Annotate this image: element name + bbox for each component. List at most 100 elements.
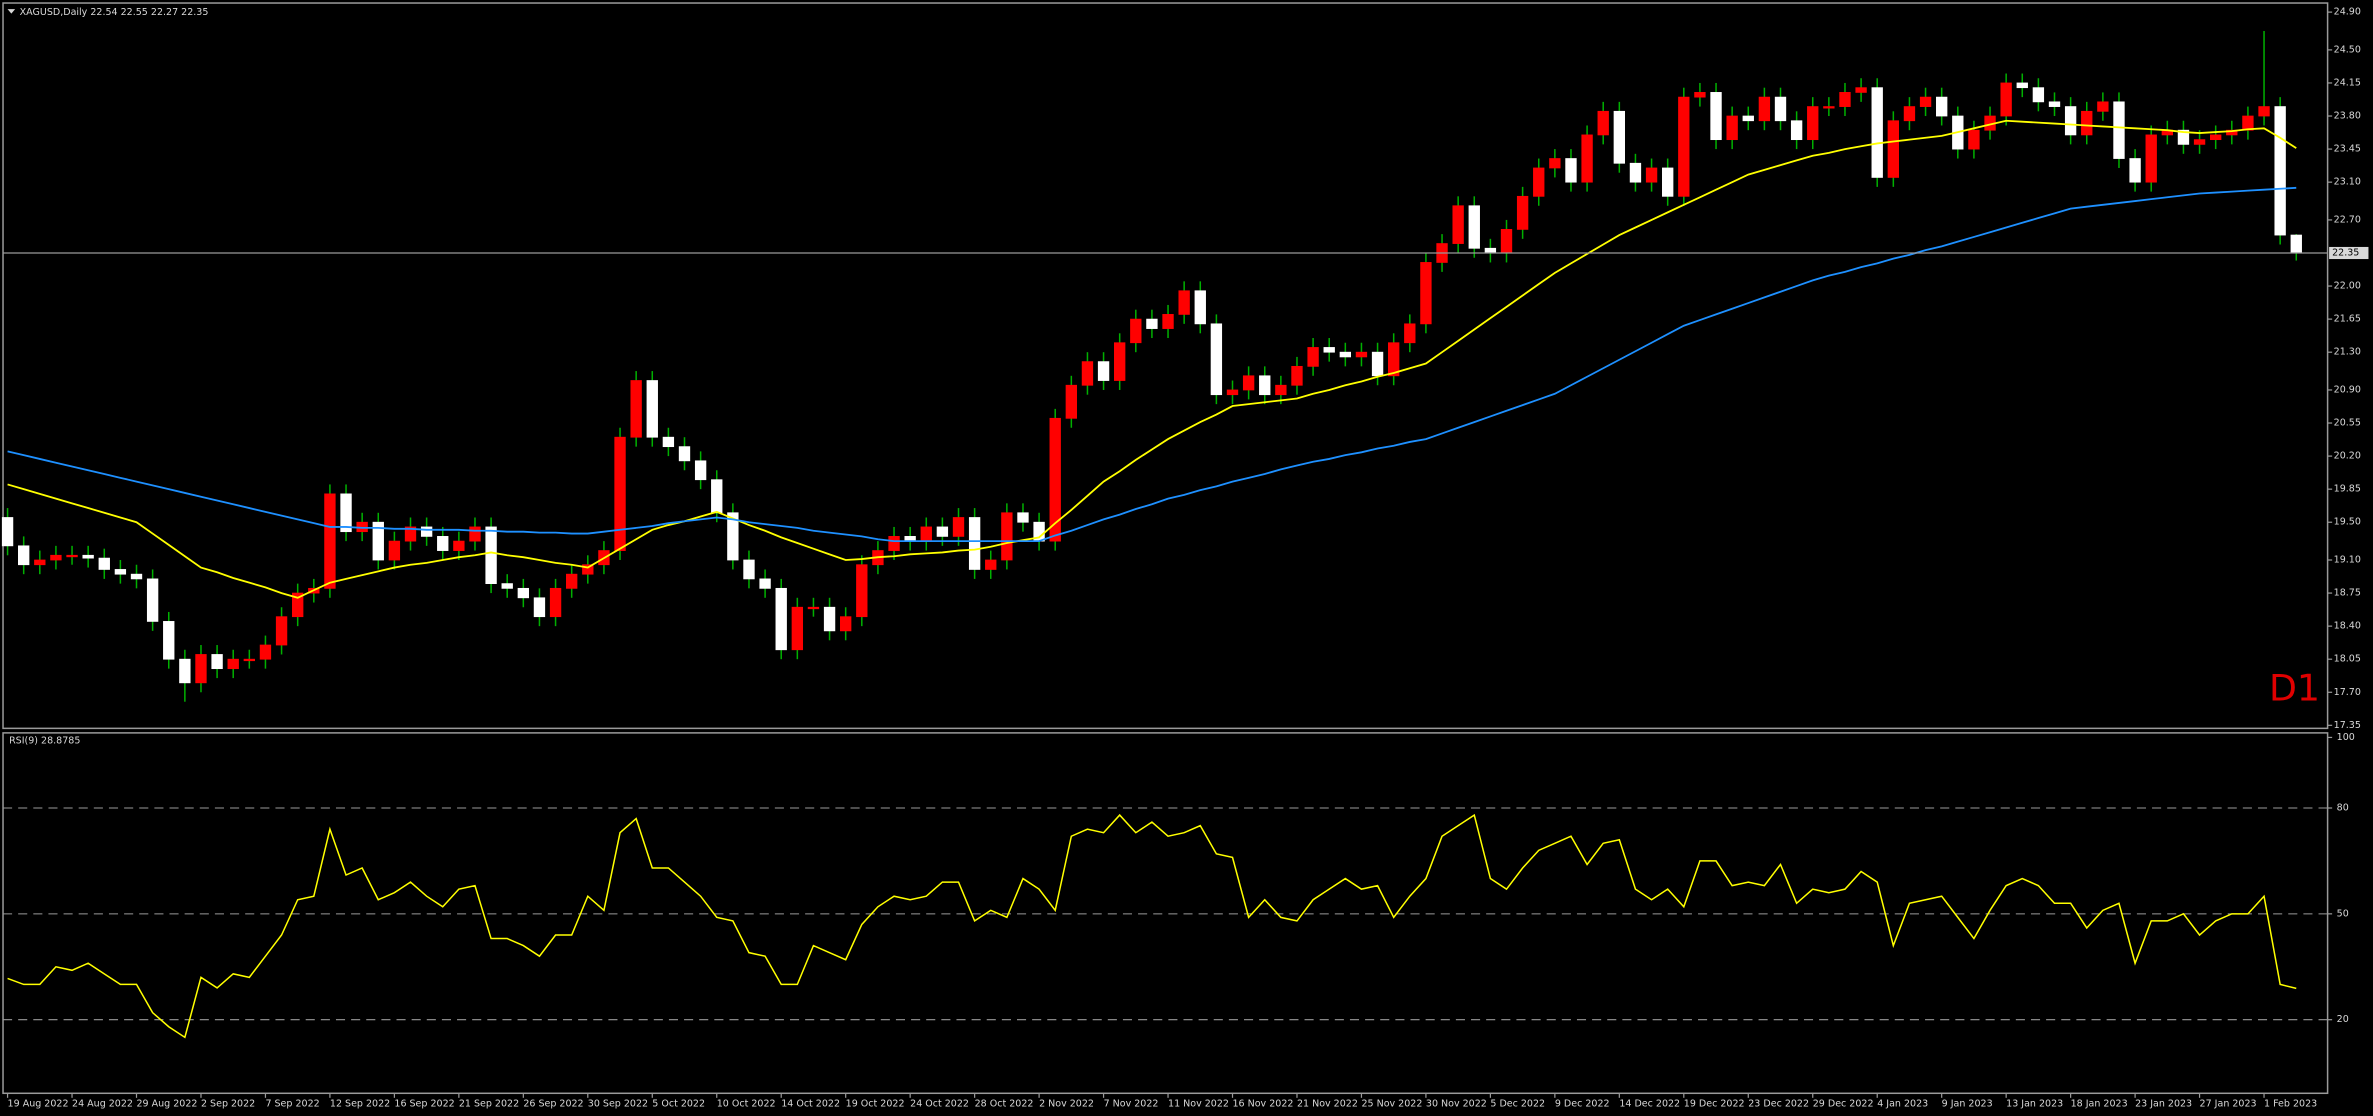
candle-body-down (1790, 120, 1803, 141)
candle-body-down (678, 446, 691, 462)
candle-body-up (1597, 110, 1609, 136)
candle-body-up (582, 564, 594, 575)
candle-body-down (501, 583, 513, 589)
candle-body-up (2097, 101, 2109, 112)
candle-body-up (1081, 361, 1094, 386)
candle-body-up (1275, 384, 1287, 396)
candle-body-down (775, 587, 787, 651)
x-tick-label: 23 Dec 2022 (1748, 1098, 1809, 1109)
moving-average (7, 119, 2297, 599)
candle-body-down (646, 380, 658, 438)
timeframe-label: D1 (2269, 666, 2320, 709)
candle-body-up (1452, 205, 1464, 244)
candle-body-down (146, 578, 159, 622)
candle-body-up (1242, 375, 1255, 391)
rsi-title: RSI(9) 28.8785 (9, 735, 80, 746)
y-tick-label: 22.70 (2334, 214, 2361, 225)
candle-body-up (1162, 314, 1174, 329)
candle-body-up (50, 554, 62, 561)
candle-body-up (1678, 96, 1690, 197)
candle-body-up (259, 644, 272, 660)
candle-body-down (1259, 375, 1271, 396)
x-tick-label: 5 Oct 2022 (652, 1098, 705, 1109)
candle-body-up (985, 559, 997, 570)
candle-body-down (1339, 351, 1352, 358)
x-tick-label: 30 Sep 2022 (588, 1098, 648, 1109)
symbol: XAGUSD,Daily (20, 7, 88, 18)
candle-body-up (1355, 351, 1368, 358)
x-tick-label: 7 Sep 2022 (265, 1098, 319, 1109)
candle-body-down (1871, 87, 1883, 178)
candle-body-up (1065, 384, 1078, 419)
candle-body-down (340, 493, 352, 533)
y-tick-label: 50 (2337, 908, 2349, 919)
candle-body-down (2048, 101, 2061, 107)
x-tick-label: 29 Aug 2022 (137, 1098, 198, 1109)
candle-body-up (2210, 134, 2222, 141)
y-tick-label: 17.70 (2334, 687, 2361, 698)
candle-body-up (1839, 92, 1851, 107)
candle-body-down (1484, 247, 1497, 254)
candle-body-down (1097, 361, 1110, 381)
candle-body-up (275, 616, 288, 646)
x-tick-label: 9 Dec 2022 (1555, 1098, 1610, 1109)
candle-body-up (1114, 342, 1126, 381)
candle-body-up (888, 536, 900, 551)
candle-body-up (1581, 134, 1593, 183)
price-label: 22.35 (2332, 247, 2359, 258)
candle-body-up (2000, 82, 2012, 117)
candle-body-up (469, 526, 481, 542)
candle-body-down (2016, 82, 2028, 89)
candle-body-down (759, 578, 771, 589)
x-tick-label: 19 Aug 2022 (8, 1098, 69, 1109)
y-tick-label: 24.50 (2334, 44, 2361, 55)
candle-body-down (1936, 96, 1948, 117)
candle-body-down (211, 654, 223, 670)
candle-body-up (227, 658, 239, 670)
candle-body-up (1178, 290, 1190, 315)
candle-body-up (566, 573, 578, 589)
menu-arrow[interactable] (7, 9, 16, 14)
candle-body-down (82, 554, 94, 559)
candle-body-up (1823, 106, 1835, 109)
y-tick-label: 19.10 (2334, 555, 2361, 566)
x-tick-label: 2 Sep 2022 (201, 1098, 255, 1109)
y-tick-label: 20.20 (2334, 451, 2361, 462)
candle-body-up (1516, 195, 1529, 230)
candle-body-down (372, 521, 384, 561)
candle-body-down (1017, 512, 1029, 523)
rsi-panel (2, 732, 2329, 1095)
candle-body-down (1194, 290, 1206, 325)
x-tick-label: 25 Nov 2022 (1361, 1098, 1422, 1109)
candle-body-down (823, 606, 836, 632)
x-tick-label: 10 Oct 2022 (717, 1098, 776, 1109)
candle-body-down (2274, 106, 2286, 236)
candle-body-up (292, 592, 304, 618)
candle-body-down (711, 479, 723, 514)
candle-body-down (98, 557, 110, 570)
y-tick-label: 24.15 (2334, 77, 2361, 88)
candle-body-up (1694, 92, 1706, 98)
x-tick-label: 29 Dec 2022 (1813, 1098, 1874, 1109)
candle-body-up (34, 559, 46, 566)
y-tick-label: 23.10 (2334, 177, 2361, 188)
candle-body-up (1919, 96, 1932, 107)
candle-body-down (1, 517, 14, 547)
y-tick-label: 24.90 (2334, 7, 2361, 18)
y-tick-label: 22.00 (2334, 281, 2361, 292)
y-tick-label: 18.75 (2334, 588, 2361, 599)
y-tick-label: 19.85 (2334, 484, 2361, 495)
candle-body-down (1742, 115, 1754, 122)
candle-body-up (2145, 134, 2157, 183)
y-tick-label: 18.40 (2334, 621, 2361, 632)
candle-body-down (485, 526, 497, 585)
candle-body-down (130, 573, 143, 580)
x-tick-label: 21 Nov 2022 (1297, 1098, 1358, 1109)
candle-body-up (791, 606, 804, 651)
candle-body-up (856, 564, 868, 618)
candle-body-down (1613, 110, 1626, 164)
candle-body-down (2064, 106, 2077, 136)
candle-body-down (1662, 167, 1674, 197)
x-tick-label: 4 Jan 2023 (1877, 1098, 1928, 1109)
